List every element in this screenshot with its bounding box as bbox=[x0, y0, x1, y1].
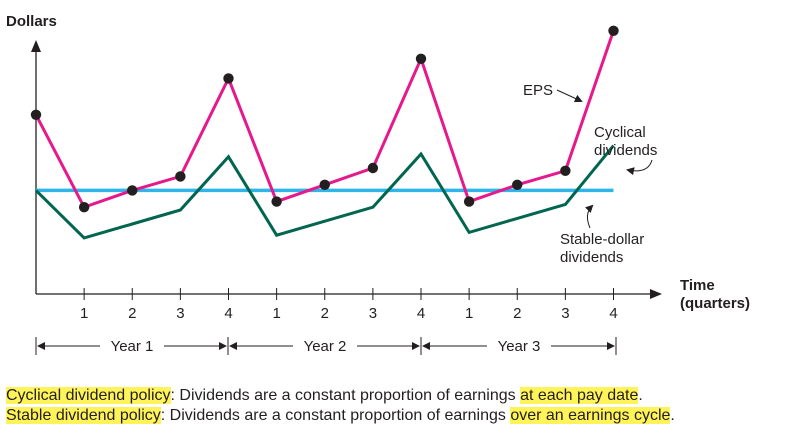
cyclical-annotation-arrow bbox=[626, 159, 653, 176]
cyclical-policy-term: Cyclical dividend policy bbox=[6, 387, 171, 404]
cyclical-policy-highlight: at each pay date bbox=[520, 387, 639, 404]
eps-point bbox=[463, 196, 475, 207]
x-tick-label: 1 bbox=[272, 305, 280, 322]
x-tick-label: 2 bbox=[513, 305, 521, 322]
x-tick-label: 3 bbox=[561, 305, 569, 322]
eps-point bbox=[127, 185, 138, 196]
y-axis-arrow-icon bbox=[31, 40, 41, 52]
year2-label: Year 2 bbox=[304, 338, 347, 355]
series-layer bbox=[34, 30, 615, 240]
x-tick-label: 3 bbox=[176, 305, 184, 322]
eps-point bbox=[78, 202, 90, 213]
eps-point bbox=[512, 179, 523, 190]
x-tick-label: 2 bbox=[128, 305, 136, 322]
x-tick-label: 4 bbox=[417, 305, 425, 322]
cyclical-annotation-line2: dividends bbox=[594, 142, 657, 159]
x-tick-label: 4 bbox=[609, 305, 617, 322]
stable-policy-note: Stable dividend policy: Dividends are a … bbox=[6, 406, 791, 426]
stable-annotation-arrow bbox=[584, 204, 594, 229]
eps-points bbox=[30, 25, 619, 213]
eps-annotation-arrow bbox=[556, 89, 583, 103]
cyclical-series-line bbox=[34, 144, 615, 240]
stable-policy-term: Stable dividend policy bbox=[6, 407, 161, 424]
x-axis-arrow-icon bbox=[650, 289, 662, 299]
eps-point bbox=[560, 165, 571, 176]
x-axis-label-line2: (quarters) bbox=[680, 295, 750, 312]
policy-notes: Cyclical dividend policy: Dividends are … bbox=[6, 386, 791, 426]
year1-label: Year 1 bbox=[111, 338, 154, 355]
x-ticks bbox=[83, 288, 614, 300]
eps-point bbox=[223, 73, 234, 84]
x-tick-label: 3 bbox=[369, 305, 377, 322]
x-tick-label: 2 bbox=[321, 305, 329, 322]
stable-policy-text: : Dividends are a constant proportion of… bbox=[160, 407, 511, 424]
x-tick-label: 1 bbox=[465, 305, 473, 322]
eps-point bbox=[608, 25, 619, 36]
eps-point bbox=[175, 171, 186, 182]
year-brackets: Year 1 Year 2 Year 3 bbox=[35, 337, 617, 355]
x-axis-label-line1: Time bbox=[680, 277, 715, 294]
y-axis-label: Dollars bbox=[6, 13, 57, 30]
cyclical-annotation-line1: Cyclical bbox=[594, 124, 646, 141]
eps-point bbox=[271, 196, 282, 207]
eps-point bbox=[319, 179, 330, 190]
stable-annotation-line2: dividends bbox=[560, 249, 623, 266]
cyclical-policy-end: . bbox=[638, 387, 643, 404]
year3-label: Year 3 bbox=[498, 338, 541, 355]
x-tick-label: 4 bbox=[224, 305, 232, 322]
x-tick-label: 1 bbox=[80, 305, 88, 322]
eps-point bbox=[30, 109, 42, 121]
stable-policy-end: . bbox=[670, 407, 675, 424]
x-tick-labels: 1 2 3 4 1 2 3 4 1 2 3 4 bbox=[80, 305, 618, 322]
stable-annotation-line1: Stable-dollar bbox=[560, 231, 644, 248]
eps-annotation: EPS bbox=[523, 82, 553, 99]
eps-point bbox=[367, 162, 379, 174]
eps-point bbox=[415, 53, 427, 64]
dividend-policy-chart: Dollars Time (quarters) 1 2 3 4 1 2 3 4 1 2 3 4 EPS… bbox=[6, 13, 750, 355]
cyclical-policy-note: Cyclical dividend policy: Dividends are … bbox=[6, 386, 791, 406]
cyclical-policy-text: : Dividends are a constant proportion of… bbox=[170, 387, 521, 404]
stable-policy-highlight: over an earnings cycle bbox=[510, 407, 671, 424]
